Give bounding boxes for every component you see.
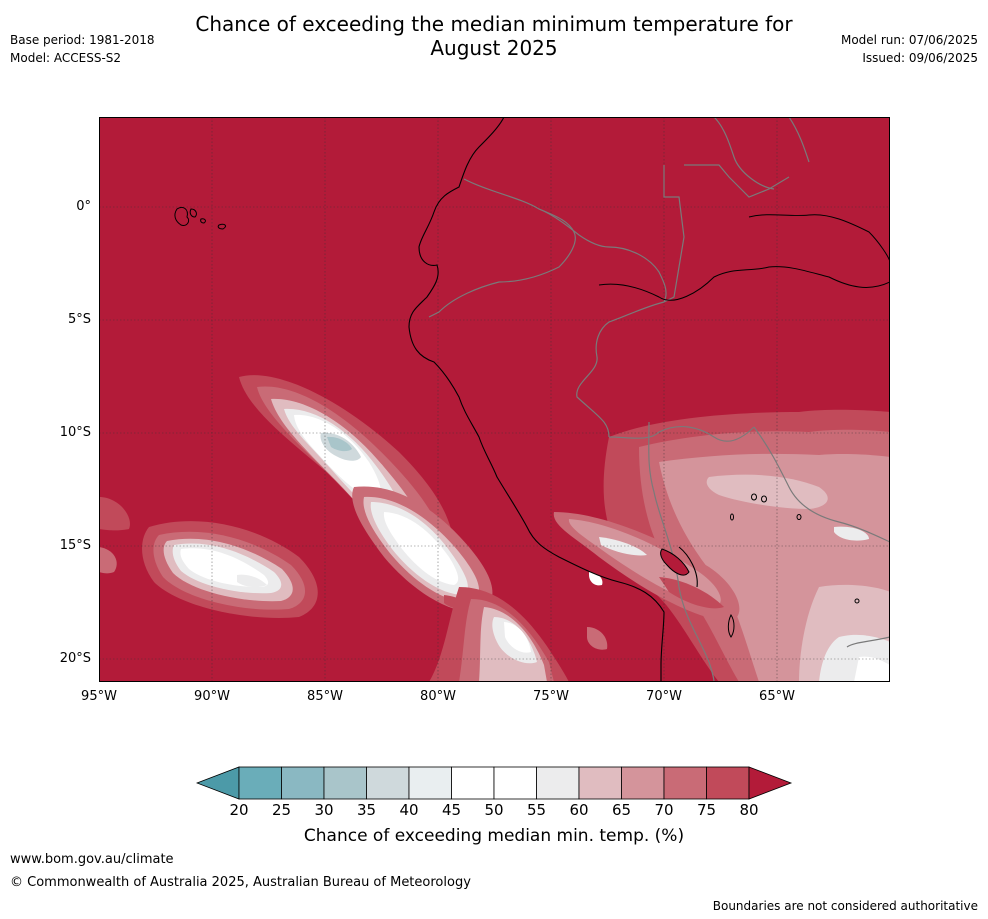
lat-label-5s: 5°S — [67, 312, 91, 327]
country-borders — [428, 117, 890, 682]
issued-date: Issued: 09/06/2025 — [862, 51, 978, 65]
colorbar-ticks: 20 25 30 35 40 45 50 55 60 65 70 75 80 — [0, 801, 988, 821]
lon-label-65w: 65°W — [759, 689, 795, 704]
colorbar-segment — [451, 766, 495, 800]
lon-label-80w: 80°W — [420, 689, 456, 704]
colorbar-segment — [366, 766, 410, 800]
title-line-1: Chance of exceeding the median minimum t… — [195, 12, 793, 36]
lat-label-0: 0° — [76, 199, 91, 214]
lat-label-20s: 20°S — [59, 651, 91, 666]
coastline — [408, 117, 698, 682]
lon-label-75w: 75°W — [533, 689, 569, 704]
colorbar-tick-label: 70 — [654, 801, 674, 819]
colorbar-segment — [281, 766, 325, 800]
colorbar-tick-label: 35 — [356, 801, 377, 819]
colorbar-segment — [536, 766, 580, 800]
colorbar-segment — [493, 766, 537, 800]
boundaries-disclaimer: Boundaries are not considered authoritat… — [712, 899, 978, 913]
colorbar-segment — [238, 766, 282, 800]
lon-label-70w: 70°W — [646, 689, 682, 704]
colorbar-tick-label: 20 — [229, 801, 249, 819]
galapagos-islands — [174, 206, 227, 230]
colorbar — [196, 766, 793, 800]
coastal-strip-south — [553, 512, 740, 622]
model-name: Model: ACCESS-S2 — [10, 51, 122, 65]
colorbar-segment — [578, 766, 622, 800]
copyright-notice: © Commonwealth of Australia 2025, Austra… — [10, 875, 471, 890]
colorbar-tick-label: 55 — [526, 801, 547, 819]
colorbar-tick-label: 60 — [569, 801, 589, 819]
colorbar-tick-label: 75 — [696, 801, 717, 819]
colorbar-segment — [621, 766, 665, 800]
map-title: Chance of exceeding the median minimum t… — [0, 12, 988, 60]
lon-label-85w: 85°W — [307, 689, 343, 704]
probability-map — [99, 117, 890, 682]
colorbar-tick-label: 65 — [611, 801, 632, 819]
lat-label-15s: 15°S — [59, 538, 91, 553]
colorbar-tick-label: 45 — [441, 801, 462, 819]
colorbar-segment — [663, 766, 707, 800]
colorbar-segment — [323, 766, 367, 800]
rivers — [598, 214, 890, 301]
title-line-2: August 2025 — [430, 36, 558, 60]
offshore-band-south — [429, 587, 608, 682]
colorbar-segment — [706, 766, 750, 800]
lon-label-90w: 90°W — [194, 689, 230, 704]
colorbar-extend-low — [196, 766, 240, 800]
colorbar-tick-label: 30 — [314, 801, 334, 819]
lat-label-10s: 10°S — [59, 425, 91, 440]
colorbar-label: Chance of exceeding median min. temp. (%… — [303, 826, 685, 846]
base-period: Base period: 1981-2018 — [10, 33, 155, 47]
colorbar-segment — [408, 766, 452, 800]
offshore-blob-west — [99, 497, 318, 618]
offshore-band-central — [352, 486, 493, 613]
colorbar-tick-label: 25 — [271, 801, 292, 819]
lon-label-95w: 95°W — [81, 689, 117, 704]
meta-right: Model run: 07/06/2025 Issued: 09/06/2025 — [841, 31, 978, 67]
website-link[interactable]: www.bom.gov.au/climate — [10, 852, 174, 867]
colorbar-extend-high — [748, 766, 793, 800]
meta-left: Base period: 1981-2018 Model: ACCESS-S2 — [10, 31, 155, 67]
colorbar-tick-label: 40 — [399, 801, 419, 819]
model-run: Model run: 07/06/2025 — [840, 33, 978, 47]
colorbar-tick-label: 50 — [484, 801, 504, 819]
lakes — [660, 493, 860, 638]
colorbar-tick-label: 80 — [739, 801, 759, 819]
